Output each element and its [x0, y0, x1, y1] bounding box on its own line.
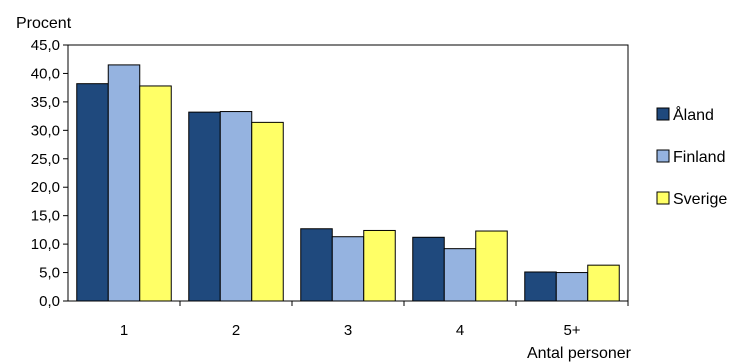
y-tick-label: 5,0	[39, 265, 60, 282]
bar-aland-5plus	[524, 271, 557, 302]
y-tick-label: 0,0	[39, 293, 60, 310]
y-tick-label: 45,0	[31, 37, 60, 54]
bar-sverige-2	[251, 121, 284, 302]
bar-finland-2	[219, 111, 253, 302]
bar-aland-2	[188, 111, 221, 302]
bar-aland-1	[76, 83, 109, 302]
y-tick-label: 35,0	[31, 94, 60, 111]
legend-label: Åland	[673, 105, 714, 124]
y-tick-label: 15,0	[31, 208, 60, 225]
bar-finland-4	[443, 248, 477, 302]
bar-sverige-1	[139, 85, 172, 302]
y-tick-label: 40,0	[31, 65, 60, 82]
x-axis-title: Antal personer	[527, 345, 632, 362]
bar-finland-1	[107, 64, 141, 302]
legend-swatch	[656, 191, 670, 205]
bar-finland-5plus	[555, 272, 589, 302]
x-tick-label: 4	[456, 322, 464, 339]
x-tick-label: 1	[120, 322, 128, 339]
legend-label: Sverige	[673, 191, 727, 208]
legend-swatch	[656, 107, 670, 121]
y-axis: 0,0 5,0 10,0 15,0 20,0 25,0 30,0 35,0 40,0 45,0	[31, 37, 68, 310]
y-axis-title: Procent	[16, 15, 72, 32]
x-tick-label: 5+	[563, 322, 580, 339]
legend-swatch	[656, 149, 670, 163]
x-tick-label: 2	[232, 322, 240, 339]
legend-label: Finland	[673, 149, 725, 166]
bar-sverige-5plus	[587, 264, 620, 302]
bar-sverige-4	[475, 230, 508, 302]
legend: Åland Finland Sverige	[656, 105, 727, 208]
y-tick-label: 30,0	[31, 122, 60, 139]
bar-sverige-3	[363, 229, 396, 302]
x-tick-label: 3	[344, 322, 352, 339]
bar-finland-3	[331, 236, 365, 302]
x-axis: 1 2 3 4 5+	[120, 301, 629, 339]
y-tick-label: 25,0	[31, 151, 60, 168]
y-tick-label: 10,0	[31, 236, 60, 253]
y-tick-label: 20,0	[31, 179, 60, 196]
bar-aland-3	[300, 228, 333, 302]
plot-area	[67, 44, 629, 302]
bar-aland-4	[412, 236, 445, 302]
